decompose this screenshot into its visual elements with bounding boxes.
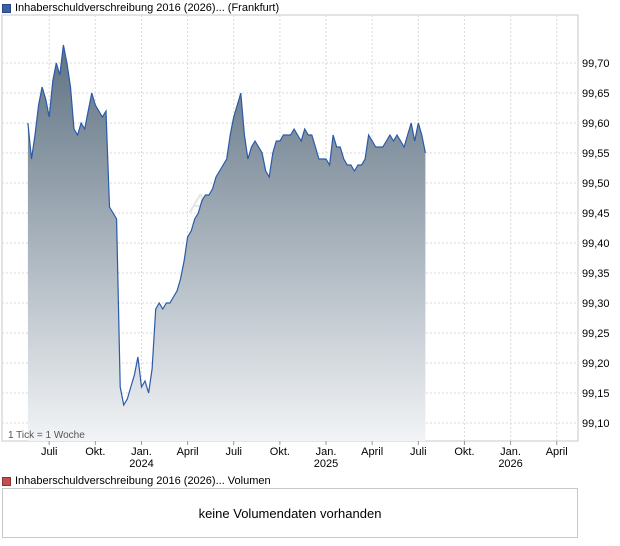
- y-axis: 99,10 99,15 99,20 99,25 99,30 99,35 99,40 99,45…: [582, 58, 610, 430]
- x-tick-label: Jan.: [316, 446, 337, 458]
- price-area: [27, 45, 426, 441]
- price-legend-swatch: [2, 3, 11, 13]
- volume-legend-swatch: [2, 476, 11, 486]
- y-tick-label: 99,10: [582, 418, 610, 430]
- tick-note: 1 Tick = 1 Woche: [8, 430, 85, 441]
- y-tick-label: 99,45: [582, 208, 610, 220]
- y-tick-label: 99,15: [582, 388, 610, 400]
- volume-legend-label: Inhaberschuldverschreibung 2016 (2026)..…: [15, 475, 271, 487]
- volume-legend: Inhaberschuldverschreibung 2016 (2026)..…: [2, 474, 271, 488]
- x-tick-label: Okt.: [454, 446, 474, 458]
- price-legend-label: Inhaberschuldverschreibung 2016 (2026)..…: [15, 2, 280, 14]
- x-tick-label: Juli: [225, 446, 242, 458]
- x-tick-label: Jan.: [500, 446, 521, 458]
- y-tick-label: 99,20: [582, 358, 610, 370]
- volume-panel: keine Volumendaten vorhanden: [2, 488, 578, 538]
- y-tick-label: 99,25: [582, 328, 610, 340]
- x-tick-label: Okt.: [85, 446, 105, 458]
- price-chart: Ar 99,1099,1599,2099,2599,3099,3599,4099…: [1, 14, 610, 470]
- y-tick-label: 99,55: [582, 148, 610, 160]
- x-tick-label: Okt.: [270, 446, 290, 458]
- y-tick-label: 99,60: [582, 118, 610, 130]
- x-tick-year: 2026: [498, 458, 522, 470]
- x-tick-label: Juli: [410, 446, 427, 458]
- x-tick-year: 2024: [129, 458, 153, 470]
- y-tick-label: 99,50: [582, 178, 610, 190]
- y-tick-label: 99,70: [582, 58, 610, 70]
- price-legend: Inhaberschuldverschreibung 2016 (2026)..…: [2, 1, 279, 15]
- x-tick-label: Juli: [41, 446, 58, 458]
- x-tick-label: April: [177, 446, 199, 458]
- x-tick-label: Jan.: [131, 446, 152, 458]
- x-tick-label: April: [546, 446, 568, 458]
- y-tick-label: 99,65: [582, 88, 610, 100]
- y-tick-label: 99,30: [582, 298, 610, 310]
- y-tick-label: 99,40: [582, 238, 610, 250]
- volume-message: keine Volumendaten vorhanden: [198, 505, 382, 521]
- y-tick-label: 99,35: [582, 268, 610, 280]
- x-tick-year: 2025: [314, 458, 338, 470]
- price-line: [27, 44, 426, 407]
- x-tick-label: April: [361, 446, 383, 458]
